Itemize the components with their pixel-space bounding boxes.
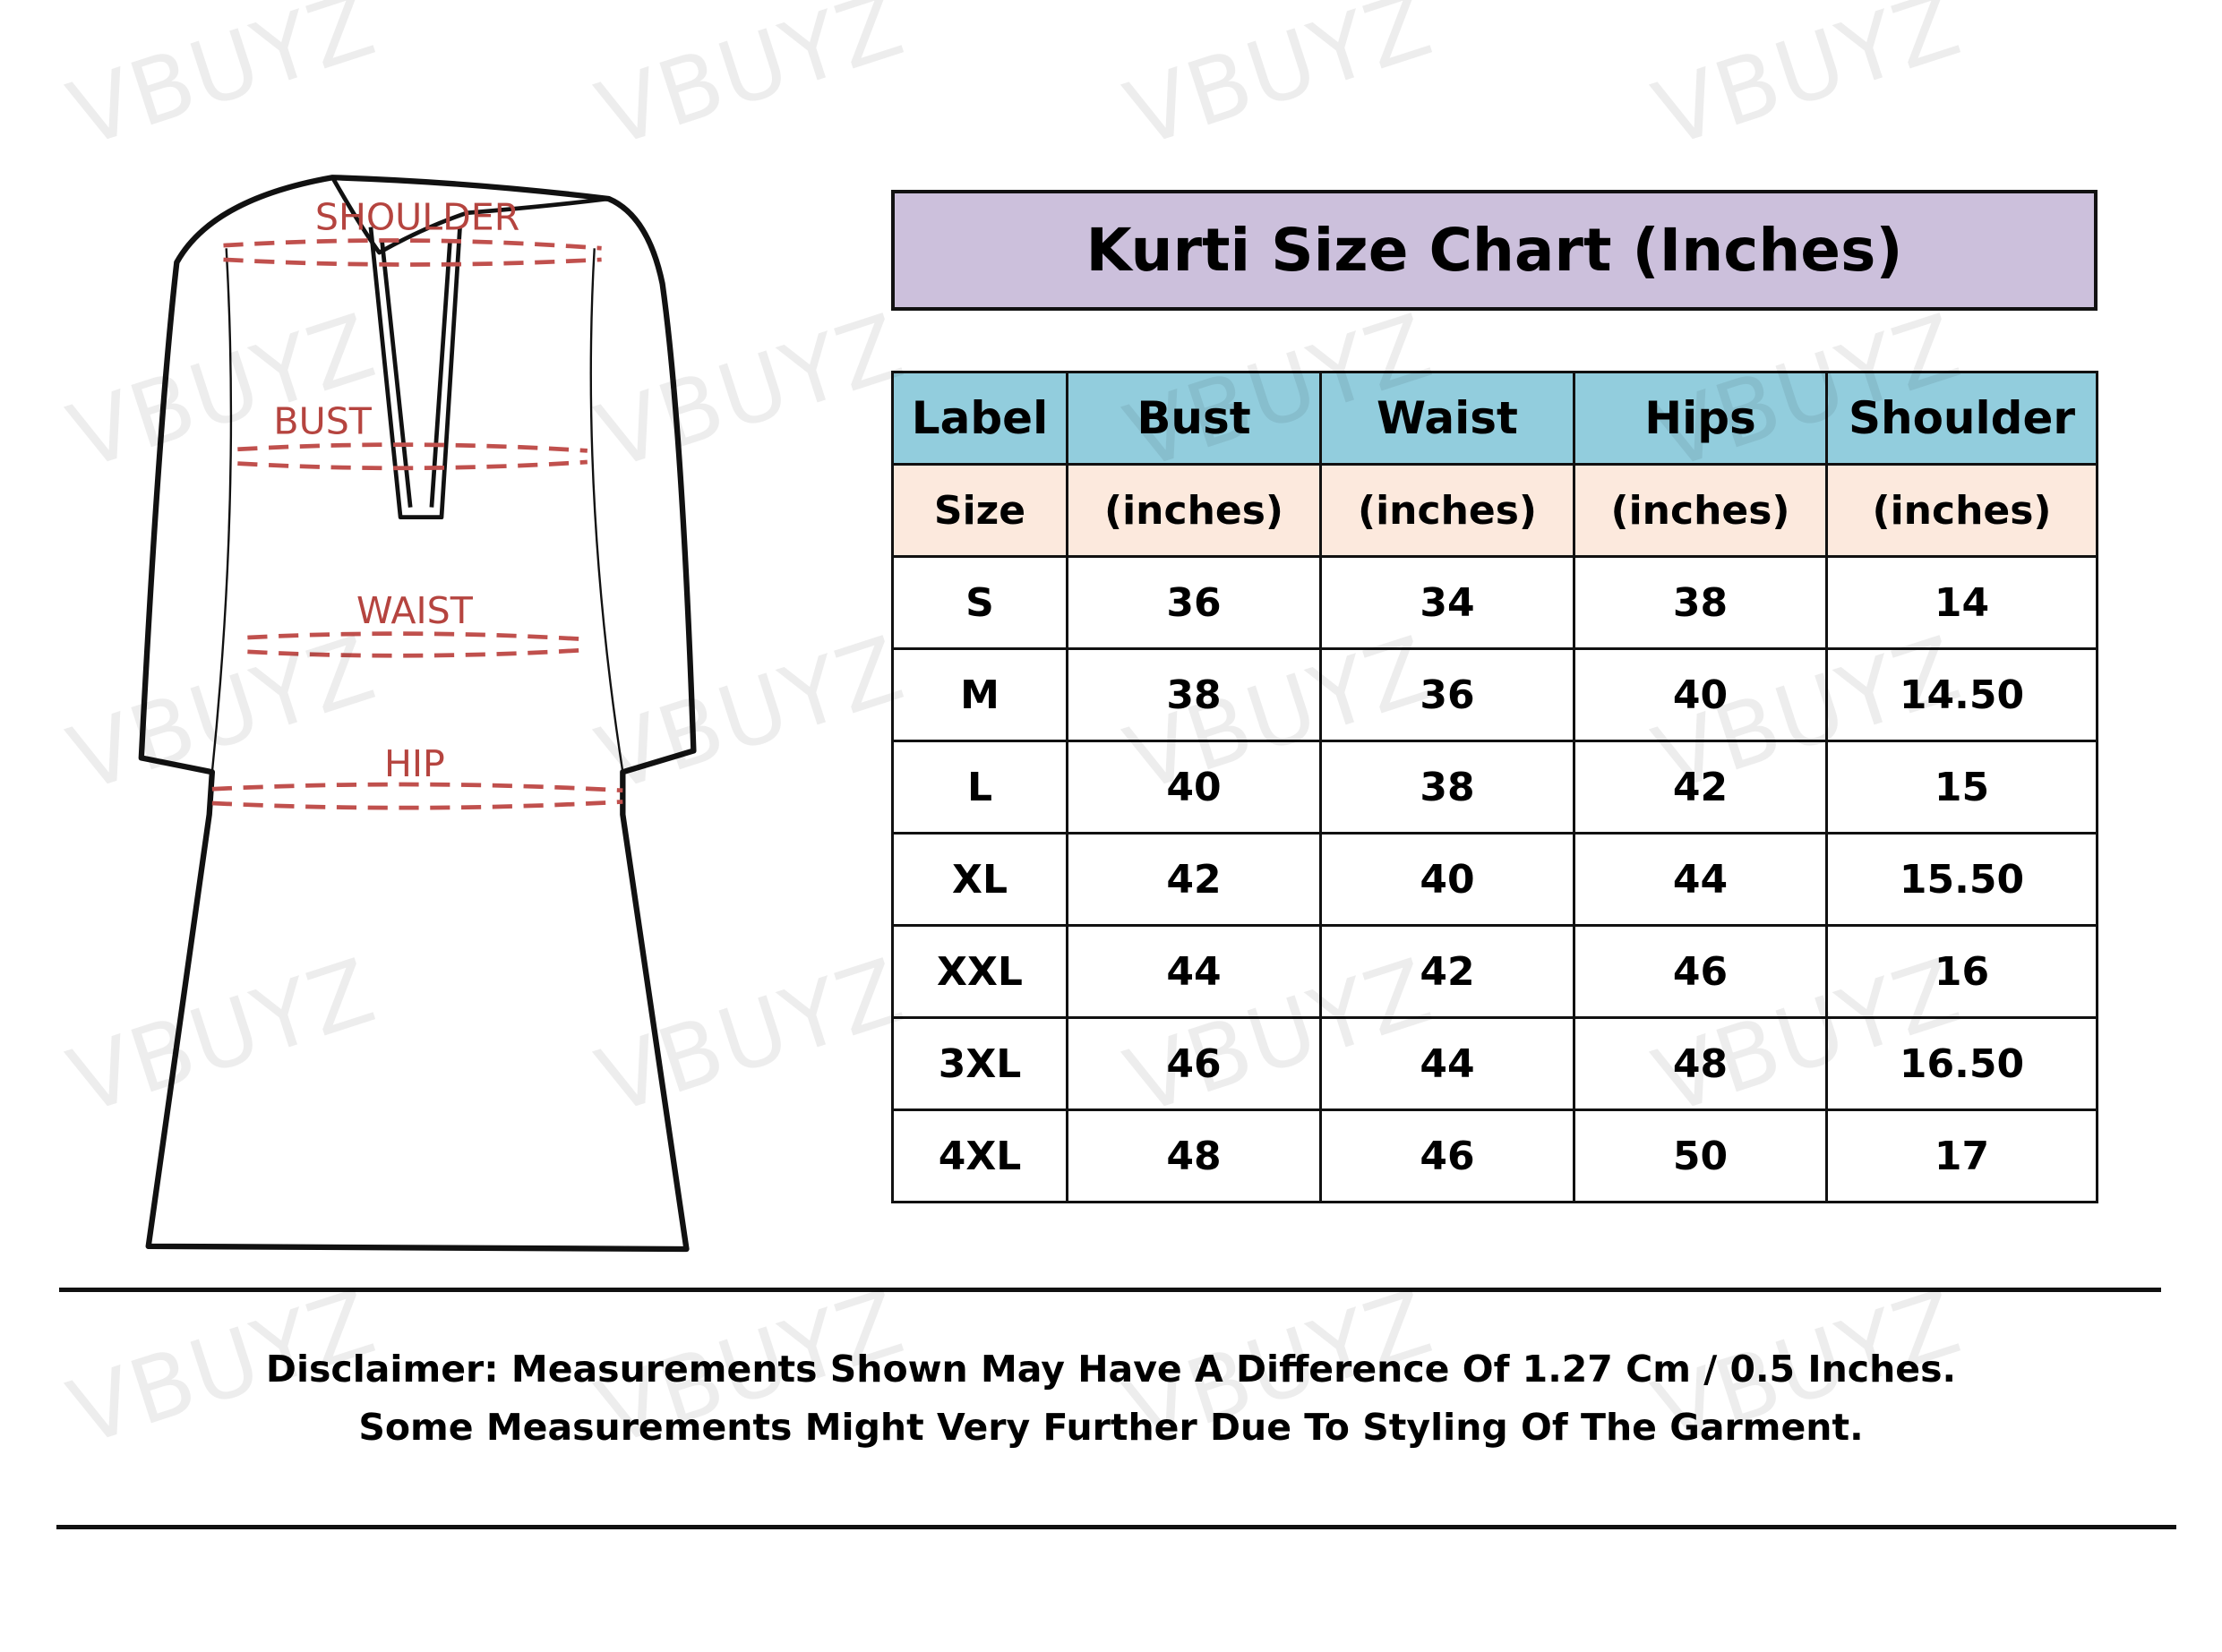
- kurti-placket: [368, 227, 462, 520]
- shoulder-label: SHOULDER: [315, 196, 519, 239]
- measurement-cell: 46: [1573, 924, 1828, 1019]
- subheader-unit: (inches): [1573, 463, 1828, 558]
- measurement-cell: 42: [1066, 832, 1322, 927]
- disclaimer-line-2: Some Measurements Might Very Further Due…: [358, 1406, 1864, 1449]
- kurti-outline: [138, 175, 697, 1253]
- subheader-row: Size (inches) (inches) (inches) (inches): [891, 463, 2098, 558]
- size-row: L 40 38 42 15: [891, 740, 2098, 835]
- measurement-cell: 14.50: [1825, 647, 2098, 742]
- measurement-cell: 46: [1319, 1108, 1575, 1203]
- size-row: 4XL 48 46 50 17: [891, 1108, 2098, 1203]
- size-row: M 38 36 40 14.50: [891, 647, 2098, 742]
- size-row: XL 42 40 44 15.50: [891, 832, 2098, 927]
- measurement-cell: 36: [1066, 555, 1322, 650]
- hip-label: HIP: [384, 742, 445, 785]
- measurement-cell: 14: [1825, 555, 2098, 650]
- measurement-cell: 40: [1573, 647, 1828, 742]
- size-cell: 3XL: [891, 1016, 1068, 1111]
- kurti-neckline: [330, 176, 609, 255]
- header-waist: Waist: [1319, 371, 1575, 466]
- size-cell: XL: [891, 832, 1068, 927]
- subheader-unit: (inches): [1066, 463, 1322, 558]
- measurement-cell: 40: [1319, 832, 1575, 927]
- measurement-cell: 44: [1066, 924, 1322, 1019]
- measurement-cell: 16.50: [1825, 1016, 2098, 1111]
- kurti-seams: [210, 248, 624, 773]
- waist-label: WAIST: [356, 589, 474, 632]
- subheader-unit: (inches): [1319, 463, 1575, 558]
- size-chart-table: Label Bust Waist Hips Shoulder Size (inc…: [891, 371, 2098, 1203]
- divider-bottom: [56, 1525, 2176, 1529]
- measurement-cell: 16: [1825, 924, 2098, 1019]
- size-row: 3XL 46 44 48 16.50: [891, 1016, 2098, 1111]
- subheader-size: Size: [891, 463, 1068, 558]
- kurti-measurement-diagram: SHOULDER BUST WAIST HIP: [138, 175, 697, 1253]
- watermark: VBUYZ: [1113, 0, 1445, 167]
- measurement-cell: 15: [1825, 740, 2098, 835]
- size-cell: 4XL: [891, 1108, 1068, 1203]
- size-cell: S: [891, 555, 1068, 650]
- measurement-cell: 42: [1319, 924, 1575, 1019]
- measurement-cell: 46: [1066, 1016, 1322, 1111]
- bust-label: BUST: [273, 399, 372, 442]
- disclaimer-line-1: Disclaimer: Measurements Shown May Have …: [265, 1348, 1957, 1391]
- header-shoulder: Shoulder: [1825, 371, 2098, 466]
- measurement-cell: 44: [1319, 1016, 1575, 1111]
- measurement-cell: 15.50: [1825, 832, 2098, 927]
- measurement-cell: 38: [1066, 647, 1322, 742]
- size-cell: XXL: [891, 924, 1068, 1019]
- measurement-cell: 48: [1066, 1108, 1322, 1203]
- measurement-lines: [211, 238, 623, 810]
- header-row: Label Bust Waist Hips Shoulder: [891, 371, 2098, 466]
- size-cell: M: [891, 647, 1068, 742]
- measurement-cell: 50: [1573, 1108, 1828, 1203]
- measurement-cell: 38: [1573, 555, 1828, 650]
- measurement-cell: 34: [1319, 555, 1575, 650]
- measurement-cell: 48: [1573, 1016, 1828, 1111]
- size-row: S 36 34 38 14: [891, 555, 2098, 650]
- header-label: Label: [891, 371, 1068, 466]
- measurement-cell: 36: [1319, 647, 1575, 742]
- chart-title: Kurti Size Chart (Inches): [891, 190, 2098, 311]
- measurement-cell: 42: [1573, 740, 1828, 835]
- measurement-cell: 38: [1319, 740, 1575, 835]
- measurement-cell: 17: [1825, 1108, 2098, 1203]
- size-cell: L: [891, 740, 1068, 835]
- subheader-unit: (inches): [1825, 463, 2098, 558]
- measurement-cell: 40: [1066, 740, 1322, 835]
- watermark: VBUYZ: [1642, 0, 1973, 167]
- header-hips: Hips: [1573, 371, 1828, 466]
- size-row: XXL 44 42 46 16: [891, 924, 2098, 1019]
- header-bust: Bust: [1066, 371, 1322, 466]
- divider-top: [59, 1288, 2161, 1292]
- measurement-cell: 44: [1573, 832, 1828, 927]
- watermark: VBUYZ: [56, 0, 388, 167]
- watermark: VBUYZ: [585, 0, 916, 167]
